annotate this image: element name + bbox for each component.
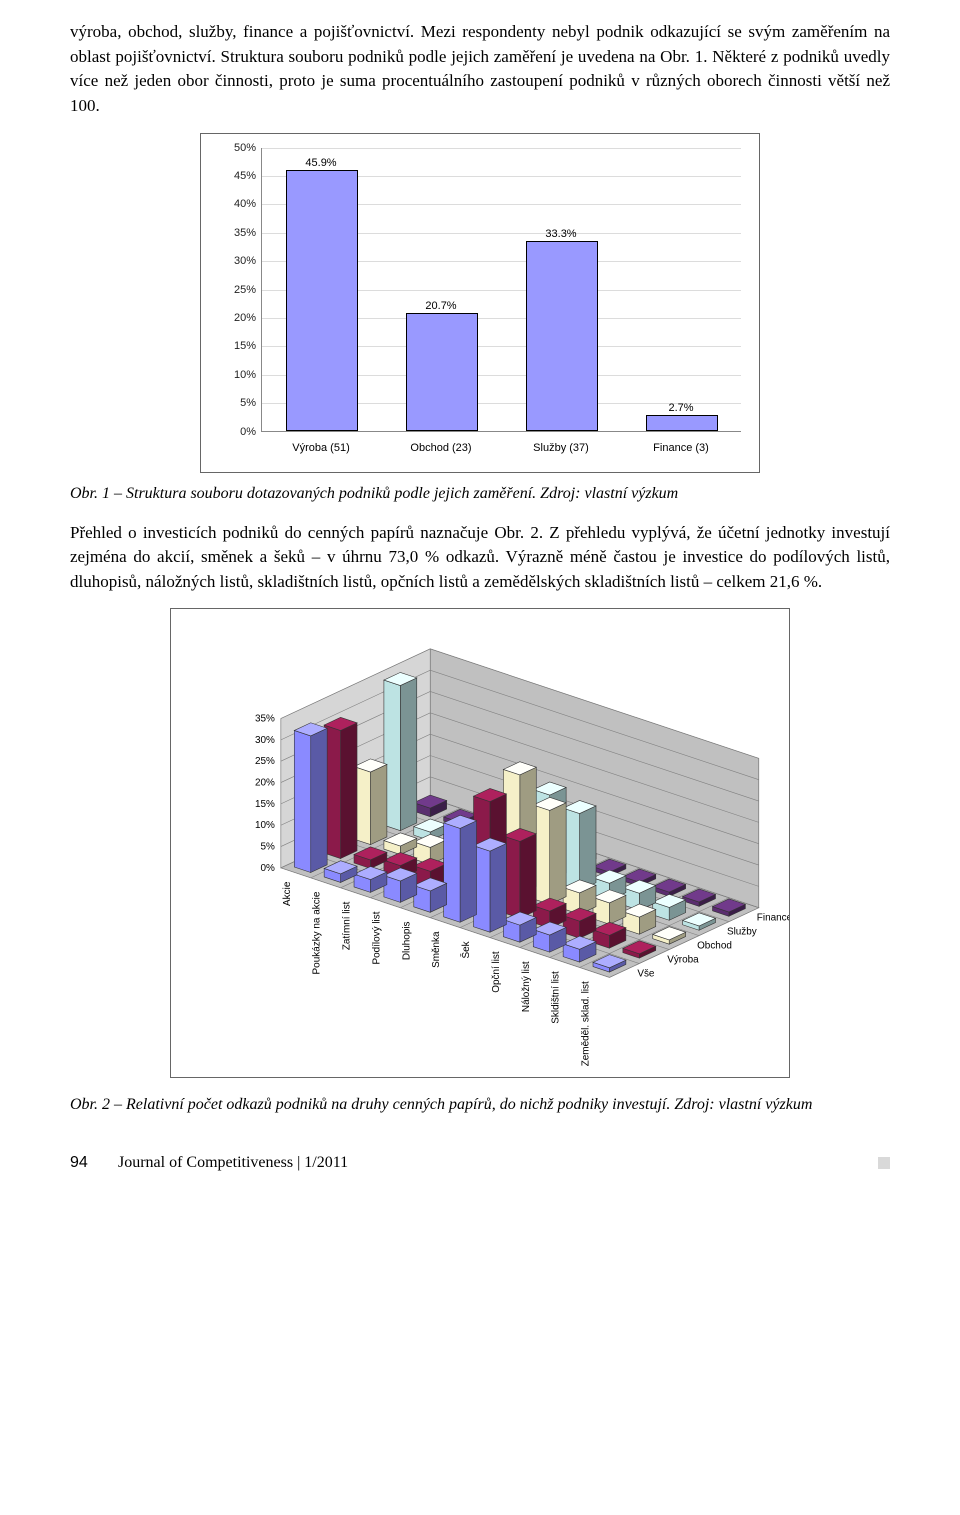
svg-text:35%: 35%	[255, 714, 275, 725]
y-tick-label: 45%	[234, 170, 256, 182]
svg-text:Obchod: Obchod	[697, 941, 732, 952]
svg-text:Dluhopis: Dluhopis	[401, 922, 412, 961]
y-tick-label: 25%	[234, 284, 256, 296]
grid-line	[262, 148, 741, 149]
svg-text:10%: 10%	[255, 821, 275, 832]
journal-name: Journal of Competitiveness | 1/2011	[110, 1154, 878, 1172]
svg-text:25%: 25%	[255, 757, 275, 768]
page-number: 94	[70, 1154, 110, 1172]
svg-text:Šek: Šek	[461, 942, 472, 959]
svg-text:Zeměděl. sklad. list: Zeměděl. sklad. list	[581, 981, 592, 1066]
chart-2-frame: 0% 5% 10% 15% 20% 25% 30% 35% Akcie Poukázky na a…	[170, 608, 790, 1078]
svg-text:Služby: Služby	[727, 927, 757, 938]
bar-value-label: 45.9%	[305, 157, 336, 169]
x-tick-label: Výroba (51)	[292, 442, 349, 454]
bar	[406, 313, 478, 431]
bar-value-label: 20.7%	[425, 300, 456, 312]
svg-text:30%: 30%	[255, 735, 275, 746]
bar-value-label: 2.7%	[668, 402, 693, 414]
chart-3d: 0% 5% 10% 15% 20% 25% 30% 35% Akcie Poukázky na a…	[171, 609, 789, 1077]
y-tick-label: 50%	[234, 142, 256, 154]
plot-area	[261, 148, 741, 432]
svg-text:Výroba: Výroba	[667, 955, 699, 966]
svg-text:0%: 0%	[261, 863, 276, 874]
svg-text:Vše: Vše	[637, 969, 655, 980]
y-tick-label: 30%	[234, 255, 256, 267]
svg-text:Akcie: Akcie	[282, 882, 293, 907]
bar-value-label: 33.3%	[545, 228, 576, 240]
body-paragraph-2: Přehled o investicích podniků do cenných…	[70, 521, 890, 595]
x-tick-label: Služby (37)	[533, 442, 589, 454]
body-paragraph-1: výroba, obchod, služby, finance a pojišť…	[70, 20, 890, 119]
y-tick-label: 0%	[240, 426, 256, 438]
svg-text:Opční list: Opční list	[491, 952, 502, 994]
caption-2: Obr. 2 – Relativní počet odkazů podniků …	[70, 1096, 890, 1114]
x-tick-label: Finance (3)	[653, 442, 709, 454]
svg-text:Náložný list: Náložný list	[521, 962, 532, 1013]
bar	[286, 170, 358, 431]
svg-text:20%: 20%	[255, 778, 275, 789]
svg-text:Podílový list: Podílový list	[371, 912, 382, 965]
y-tick-label: 15%	[234, 340, 256, 352]
bar-chart: 0%5%10%15%20%25%30%35%40%45%50%45.9%Výro…	[221, 148, 741, 458]
svg-text:Finance: Finance	[757, 913, 789, 924]
svg-text:Poukázky na akcie: Poukázky na akcie	[312, 892, 323, 975]
bar	[646, 415, 718, 430]
y-tick-label: 10%	[234, 369, 256, 381]
footer-decoration-icon	[878, 1157, 890, 1169]
page-footer: 94 Journal of Competitiveness | 1/2011	[70, 1154, 890, 1172]
caption-1: Obr. 1 – Struktura souboru dotazovaných …	[70, 485, 890, 503]
chart-1-frame: 0% 5% 10% 15% 20% 25% 30% 35% 40% 45% 50% 45.9% Výro…	[200, 133, 760, 473]
bar	[526, 241, 598, 430]
x-tick-label: Obchod (23)	[410, 442, 471, 454]
y-tick-label: 35%	[234, 227, 256, 239]
svg-text:5%: 5%	[261, 842, 276, 853]
svg-text:15%: 15%	[255, 799, 275, 810]
y-tick-label: 5%	[240, 397, 256, 409]
svg-text:Směnka: Směnka	[431, 931, 442, 968]
y-tick-label: 40%	[234, 198, 256, 210]
svg-text:Zatímní list: Zatímní list	[342, 902, 353, 951]
svg-text:Skldištní list: Skldištní list	[551, 972, 562, 1025]
y-tick-label: 20%	[234, 312, 256, 324]
